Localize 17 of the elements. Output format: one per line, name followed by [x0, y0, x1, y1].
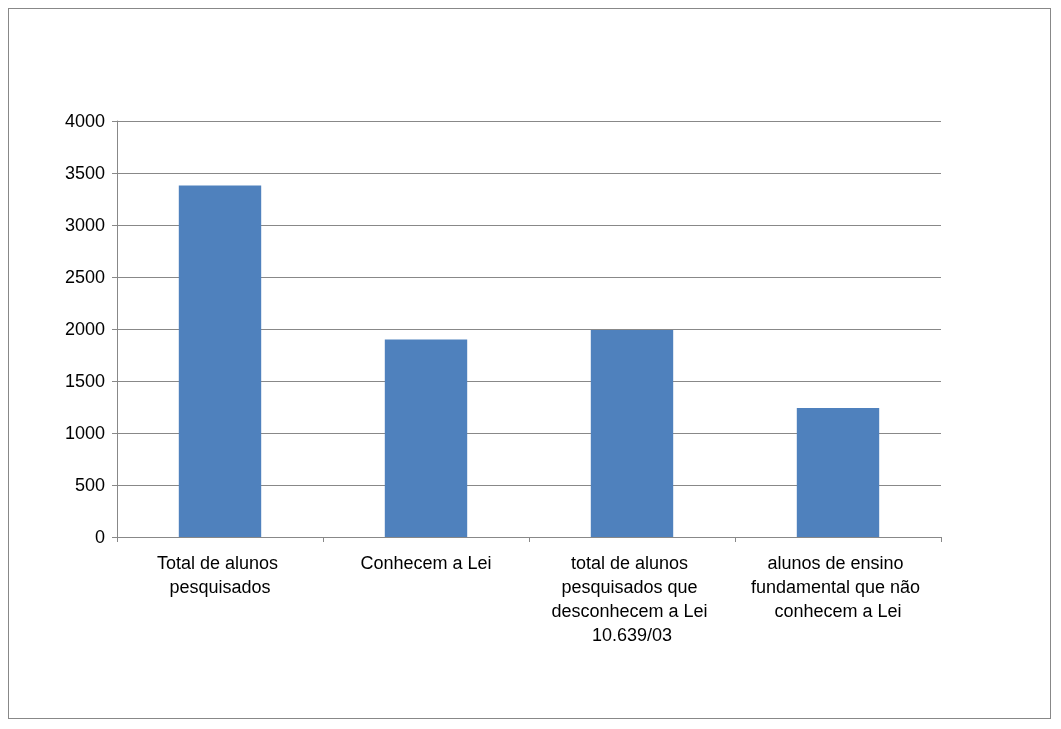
bar	[590, 330, 674, 537]
y-tick-label: 4000	[64, 111, 105, 131]
y-tick-label: 2000	[64, 319, 105, 339]
x-tick-label: Total de alunos pesquisados	[156, 553, 284, 597]
y-tick-label: 0	[94, 527, 105, 547]
x-tick-label: alunos de ensino fundamental que não conhecem a Lei	[750, 553, 926, 621]
y-tick-label: 3500	[64, 163, 105, 183]
y-tick-label: 3000	[64, 215, 105, 235]
bar	[796, 408, 880, 537]
y-tick-label: 500	[74, 475, 105, 495]
x-tick-label: Conhecem a Lei	[360, 553, 492, 573]
bar	[384, 339, 468, 537]
y-tick-label: 2500	[64, 267, 105, 287]
y-tick-label: 1000	[64, 423, 105, 443]
bar	[178, 185, 262, 537]
y-tick-label: 1500	[64, 371, 105, 391]
x-tick-label: total de alunos pesquisados que desconhecem a Lei 10.639/03	[551, 553, 713, 645]
